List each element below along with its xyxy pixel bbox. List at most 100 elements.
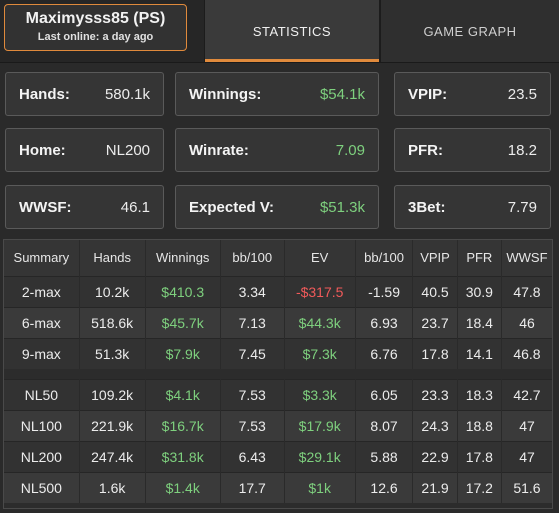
table-cell: $45.7k <box>145 306 221 338</box>
profile-header: Maximysss85 (PS) Last online: a day ago … <box>0 0 559 62</box>
table-cell: 5.88 <box>355 440 414 472</box>
stat-value: 7.79 <box>507 198 537 216</box>
table-cell: 7.53 <box>220 409 285 441</box>
table-cell: 6-max <box>4 306 80 338</box>
header-divider <box>0 62 559 63</box>
tab-game-graph[interactable]: GAME GRAPH <box>380 0 559 62</box>
stat-label: VPIP: <box>408 85 448 103</box>
stat-card-hands: Hands: 580.1k <box>5 72 164 116</box>
table-cell: 23.3 <box>412 378 458 410</box>
table-cell: 518.6k <box>79 306 146 338</box>
table-cell: 2-max <box>4 275 80 307</box>
table-cell: 6.43 <box>220 440 285 472</box>
column-header[interactable]: EV <box>284 240 356 276</box>
table-cell: 6.76 <box>355 337 414 369</box>
stat-label: PFR: <box>408 141 443 159</box>
table-cell: 7.13 <box>220 306 285 338</box>
table-cell: 47 <box>501 409 552 441</box>
last-online-status: Last online: a day ago <box>37 31 154 43</box>
column-header[interactable]: VPIP <box>412 240 458 276</box>
stat-label: 3Bet: <box>408 198 446 216</box>
player-info-box: Maximysss85 (PS) Last online: a day ago <box>4 4 187 51</box>
table-cell: $16.7k <box>145 409 221 441</box>
table-cell: 51.6 <box>501 471 552 503</box>
table-cell: 8.07 <box>355 409 414 441</box>
stat-value: $51.3k <box>319 198 365 216</box>
table-cell: 42.7 <box>501 378 552 410</box>
table-cell: 6.93 <box>355 306 414 338</box>
stat-label: Home: <box>19 141 66 159</box>
table-cell: 40.5 <box>412 275 458 307</box>
column-header[interactable]: Hands <box>79 240 146 276</box>
stat-value: 46.1 <box>120 198 150 216</box>
table-cell: 17.8 <box>457 440 502 472</box>
table-cell: 47.8 <box>501 275 552 307</box>
table-row: NL500 1.6k $1.4k 17.7 $1k 12.6 21.9 17.2… <box>4 471 552 503</box>
table-cell: 3.34 <box>220 275 285 307</box>
stat-card-expected-value: Expected V: $51.3k <box>175 185 379 229</box>
stat-card-3bet: 3Bet: 7.79 <box>394 185 551 229</box>
table-cell: 12.6 <box>355 471 414 503</box>
table-cell: 47 <box>501 440 552 472</box>
column-header[interactable]: Summary <box>4 240 80 276</box>
table-cell: 7.45 <box>220 337 285 369</box>
table-cell: 109.2k <box>79 378 146 410</box>
table-cell: NL200 <box>4 440 80 472</box>
stat-label: WWSF: <box>19 198 72 216</box>
stat-value: 18.2 <box>507 141 537 159</box>
stat-card-pfr: PFR: 18.2 <box>394 128 551 172</box>
table-cell: $410.3 <box>145 275 221 307</box>
table-cell: 10.2k <box>79 275 146 307</box>
player-name: Maximysss85 (PS) <box>25 10 166 27</box>
table-row: 6-max 518.6k $45.7k 7.13 $44.3k 6.93 23.… <box>4 306 552 338</box>
column-header[interactable]: Winnings <box>145 240 221 276</box>
table-row: NL50 109.2k $4.1k 7.53 $3.3k 6.05 23.3 1… <box>4 378 552 410</box>
table-cell: $4.1k <box>145 378 221 410</box>
column-header[interactable]: bb/100 <box>220 240 285 276</box>
table-row: 2-max 10.2k $410.3 3.34 -$317.5 -1.59 40… <box>4 275 552 307</box>
table-cell: -$317.5 <box>284 275 356 307</box>
column-header[interactable]: PFR <box>457 240 502 276</box>
column-header[interactable]: WWSF <box>501 240 552 276</box>
stat-card-vpip: VPIP: 23.5 <box>394 72 551 116</box>
table-cell: 18.3 <box>457 378 502 410</box>
table-cell: NL500 <box>4 471 80 503</box>
stat-value: 7.09 <box>335 141 365 159</box>
table-cell: 30.9 <box>457 275 502 307</box>
table-cell: 9-max <box>4 337 80 369</box>
table-cell: 24.3 <box>412 409 458 441</box>
table-row: NL200 247.4k $31.8k 6.43 $29.1k 5.88 22.… <box>4 440 552 472</box>
stat-card-home: Home: NL200 <box>5 128 164 172</box>
table-cell: 1.6k <box>79 471 146 503</box>
table-cell: 17.8 <box>412 337 458 369</box>
table-cell: 46.8 <box>501 337 552 369</box>
stat-card-wwsf: WWSF: 46.1 <box>5 185 164 229</box>
table-cell: 51.3k <box>79 337 146 369</box>
table-cell: $7.3k <box>284 337 356 369</box>
summary-table-container: Summary Hands Winnings bb/100 EV bb/100 … <box>3 239 553 509</box>
table-cell: 46 <box>501 306 552 338</box>
table-cell: 17.2 <box>457 471 502 503</box>
stat-value: 23.5 <box>507 85 537 103</box>
summary-table: Summary Hands Winnings bb/100 EV bb/100 … <box>4 240 552 503</box>
table-row: 9-max 51.3k $7.9k 7.45 $7.3k 6.76 17.8 1… <box>4 337 552 369</box>
table-cell: 21.9 <box>412 471 458 503</box>
table-cell: NL100 <box>4 409 80 441</box>
stat-card-winnings: Winnings: $54.1k <box>175 72 379 116</box>
table-cell: $1k <box>284 471 356 503</box>
column-header[interactable]: bb/100 <box>355 240 414 276</box>
table-cell: $7.9k <box>145 337 221 369</box>
table-cell: $17.9k <box>284 409 356 441</box>
table-cell: -1.59 <box>355 275 414 307</box>
table-cell: $44.3k <box>284 306 356 338</box>
table-row: NL100 221.9k $16.7k 7.53 $17.9k 8.07 24.… <box>4 409 552 441</box>
table-cell: 14.1 <box>457 337 502 369</box>
table-cell: 6.05 <box>355 378 414 410</box>
table-cell: 23.7 <box>412 306 458 338</box>
table-cell: $3.3k <box>284 378 356 410</box>
table-cell: $1.4k <box>145 471 221 503</box>
table-cell: 22.9 <box>412 440 458 472</box>
table-cell: 17.7 <box>220 471 285 503</box>
stat-card-winrate: Winrate: 7.09 <box>175 128 379 172</box>
tab-statistics[interactable]: STATISTICS <box>204 0 380 62</box>
